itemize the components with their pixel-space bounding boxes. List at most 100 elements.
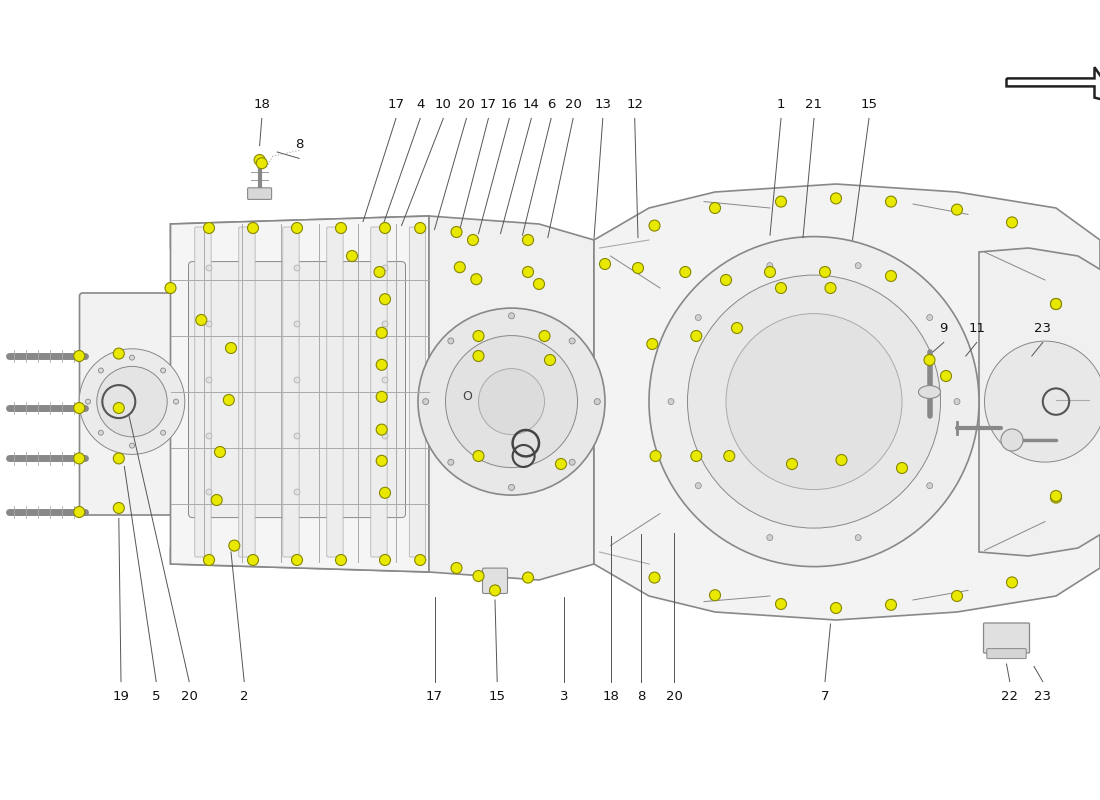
Circle shape <box>74 402 85 414</box>
Text: 23: 23 <box>1034 690 1052 702</box>
Circle shape <box>415 554 426 566</box>
Circle shape <box>379 222 390 234</box>
Circle shape <box>473 570 484 582</box>
Circle shape <box>1006 577 1018 588</box>
Text: 8: 8 <box>295 138 304 150</box>
Circle shape <box>726 314 902 490</box>
Text: 17: 17 <box>426 690 443 702</box>
Circle shape <box>691 450 702 462</box>
Circle shape <box>886 270 896 282</box>
Circle shape <box>448 459 454 466</box>
Circle shape <box>454 262 465 273</box>
Circle shape <box>539 330 550 342</box>
FancyBboxPatch shape <box>239 227 255 557</box>
Circle shape <box>336 554 346 566</box>
Circle shape <box>74 506 85 518</box>
Circle shape <box>954 398 960 405</box>
Circle shape <box>294 433 300 439</box>
Text: 17: 17 <box>480 98 497 110</box>
Circle shape <box>376 455 387 466</box>
Circle shape <box>1050 298 1062 310</box>
Circle shape <box>446 336 578 467</box>
Circle shape <box>508 485 515 490</box>
Circle shape <box>668 398 674 405</box>
Circle shape <box>473 450 484 462</box>
Circle shape <box>650 450 661 462</box>
Circle shape <box>776 282 786 294</box>
Text: 19: 19 <box>112 690 130 702</box>
Circle shape <box>206 377 212 383</box>
Text: 21: 21 <box>805 98 823 110</box>
Text: 10: 10 <box>434 98 452 110</box>
Circle shape <box>786 458 798 470</box>
Circle shape <box>294 489 300 495</box>
Circle shape <box>113 348 124 359</box>
Circle shape <box>508 313 515 318</box>
Circle shape <box>830 602 842 614</box>
Text: 13: 13 <box>594 98 612 110</box>
Circle shape <box>415 222 426 234</box>
Circle shape <box>376 359 387 370</box>
Circle shape <box>776 196 786 207</box>
Circle shape <box>594 398 601 405</box>
Circle shape <box>926 314 933 321</box>
FancyBboxPatch shape <box>983 623 1030 653</box>
Text: 18: 18 <box>253 98 271 110</box>
Text: 8: 8 <box>637 690 646 702</box>
Text: 5: 5 <box>152 690 161 702</box>
Text: 18: 18 <box>602 690 619 702</box>
Circle shape <box>451 562 462 574</box>
Circle shape <box>382 377 388 383</box>
Polygon shape <box>170 216 429 572</box>
Circle shape <box>649 572 660 583</box>
Circle shape <box>161 430 166 435</box>
Circle shape <box>1001 429 1023 451</box>
Circle shape <box>544 354 556 366</box>
Circle shape <box>1050 492 1062 503</box>
Circle shape <box>720 274 732 286</box>
Text: 22: 22 <box>1001 690 1019 702</box>
Circle shape <box>422 398 429 405</box>
Circle shape <box>522 572 534 583</box>
Circle shape <box>522 266 534 278</box>
Circle shape <box>379 294 390 305</box>
Text: 16: 16 <box>500 98 518 110</box>
Circle shape <box>825 282 836 294</box>
Circle shape <box>600 258 610 270</box>
Circle shape <box>855 534 861 541</box>
Text: 20: 20 <box>564 98 582 110</box>
Text: 15: 15 <box>860 98 878 110</box>
Circle shape <box>710 590 720 601</box>
Circle shape <box>820 266 830 278</box>
Circle shape <box>98 368 103 373</box>
Circle shape <box>926 482 933 489</box>
Circle shape <box>248 554 258 566</box>
Circle shape <box>695 482 702 489</box>
Circle shape <box>294 377 300 383</box>
Circle shape <box>161 368 166 373</box>
Circle shape <box>79 349 185 454</box>
Circle shape <box>896 462 907 474</box>
Circle shape <box>130 443 134 448</box>
FancyBboxPatch shape <box>371 227 387 557</box>
Circle shape <box>113 502 124 514</box>
Polygon shape <box>429 216 594 580</box>
Text: 15: 15 <box>488 690 506 702</box>
Circle shape <box>468 234 478 246</box>
Circle shape <box>256 158 267 169</box>
Circle shape <box>336 222 346 234</box>
Circle shape <box>226 342 236 354</box>
Circle shape <box>382 265 388 271</box>
Circle shape <box>254 154 265 166</box>
Circle shape <box>98 430 103 435</box>
Circle shape <box>451 226 462 238</box>
Text: 11: 11 <box>968 322 986 334</box>
Text: 17: 17 <box>387 98 405 110</box>
Circle shape <box>206 489 212 495</box>
Circle shape <box>294 265 300 271</box>
Text: 20: 20 <box>458 98 475 110</box>
Circle shape <box>952 590 962 602</box>
Circle shape <box>649 220 660 231</box>
Circle shape <box>1006 217 1018 228</box>
Circle shape <box>113 402 124 414</box>
